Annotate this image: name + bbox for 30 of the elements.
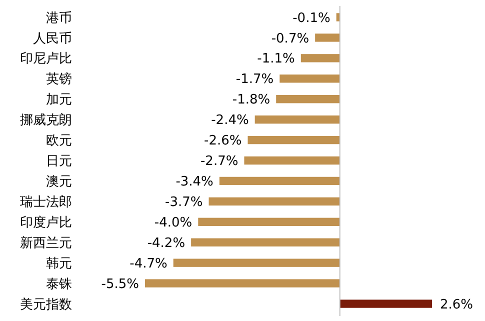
data-label: -5.5% bbox=[101, 276, 139, 292]
y-tick-label: 港币 bbox=[46, 10, 72, 26]
data-label: -3.4% bbox=[176, 174, 214, 190]
data-label: -1.1% bbox=[257, 52, 295, 67]
data-label: -4.2% bbox=[147, 236, 186, 251]
y-tick-label: 英镑 bbox=[46, 72, 72, 88]
data-label: -1.7% bbox=[236, 72, 274, 88]
y-tick-label: 加元 bbox=[46, 92, 72, 108]
y-tick-label: 印度卢比 bbox=[20, 214, 72, 230]
data-label: -2.6% bbox=[204, 134, 242, 149]
data-label: -4.7% bbox=[130, 256, 168, 272]
data-label: -2.4% bbox=[211, 113, 249, 128]
y-tick-label: 澳元 bbox=[46, 174, 72, 190]
y-tick-label: 韩元 bbox=[46, 256, 72, 272]
y-tick-label: 日元 bbox=[46, 154, 72, 170]
data-label: 2.6% bbox=[440, 297, 474, 312]
data-label: -0.1% bbox=[292, 10, 330, 26]
y-tick-label: 美元指数 bbox=[20, 296, 72, 312]
y-tick-label: 新西兰元 bbox=[20, 236, 72, 251]
y-tick-label: 泰铢 bbox=[46, 276, 72, 292]
y-tick-label: 欧元 bbox=[46, 134, 72, 149]
data-label: -0.7% bbox=[271, 31, 310, 46]
data-label: -2.7% bbox=[200, 154, 238, 170]
y-tick-label: 瑞士法郎 bbox=[20, 194, 72, 210]
y-tick-label: 印尼卢比 bbox=[20, 52, 72, 67]
data-label: -3.7% bbox=[165, 194, 203, 210]
y-tick-label: 挪威克朗 bbox=[20, 112, 72, 128]
data-label: -1.8% bbox=[232, 92, 270, 108]
y-tick-label: 人民币 bbox=[33, 31, 72, 46]
data-label: -4.0% bbox=[154, 215, 192, 230]
